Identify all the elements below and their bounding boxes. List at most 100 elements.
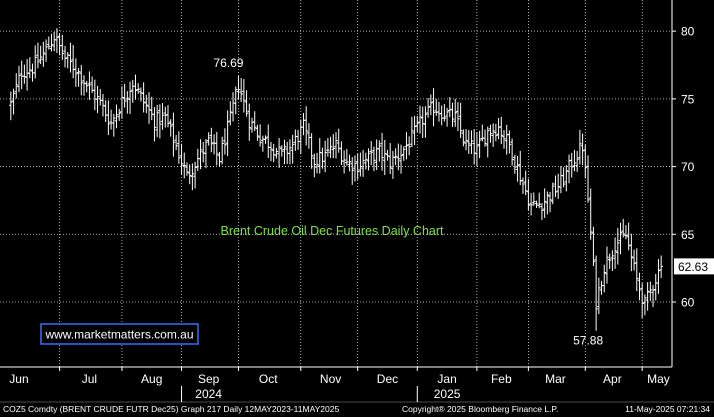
ohlc-bar-233: [640, 283, 644, 318]
ohlc-bar-81: [228, 101, 233, 126]
year-label-2024: 2024: [195, 387, 222, 401]
ohlc-bar-235: [645, 282, 650, 311]
x-tick-label-sep: Sep: [198, 372, 220, 386]
ohlc-bar-132: [366, 148, 371, 171]
ohlc-bar-42: [122, 83, 127, 108]
ohlc-bar-131: [364, 152, 368, 170]
ohlc-bar-215: [591, 226, 596, 267]
annotation-low: 57.88: [573, 334, 603, 348]
ohlc-bar-212: [583, 144, 588, 179]
ohlc-bar-169: [466, 130, 471, 154]
ohlc-bar-234: [643, 294, 647, 316]
ohlc-bar-44: [128, 81, 132, 115]
ohlc-bar-11: [38, 45, 43, 65]
x-tick-label-mar: Mar: [545, 372, 566, 386]
ohlc-bar-72: [204, 138, 208, 169]
watermark-box: [40, 323, 199, 345]
ohlc-bar-88: [247, 103, 252, 141]
ohlc-bar-103: [288, 139, 292, 165]
ohlc-bar-56: [160, 102, 165, 130]
ohlc-bar-99: [277, 138, 281, 168]
ohlc-bar-25: [76, 68, 81, 87]
ohlc-bar-116: [323, 140, 327, 173]
ohlc-bar-80: [225, 110, 230, 157]
ohlc-bar-163: [450, 102, 455, 128]
ohlc-bar-208: [572, 149, 577, 172]
footer-right: 11-May-2025 07:21:34: [625, 404, 710, 414]
ohlc-bar-239: [656, 259, 661, 294]
ohlc-bar-73: [206, 132, 211, 146]
ohlc-bar-14: [46, 36, 51, 50]
y-tick-label-65: 65: [681, 228, 695, 242]
ohlc-bar-177: [488, 124, 493, 143]
ohlc-bar-52: [149, 96, 154, 121]
x-tick-label-feb: Feb: [491, 372, 512, 386]
year-label-2025: 2025: [434, 387, 461, 401]
ohlc-bar-162: [448, 97, 452, 118]
ohlc-bar-92: [258, 124, 262, 147]
ohlc-bar-210: [578, 129, 582, 165]
ohlc-bar-196: [540, 202, 544, 221]
ohlc-bar-117: [326, 138, 330, 157]
ohlc-bar-64: [182, 152, 187, 179]
x-tick-label-jul: Jul: [82, 372, 97, 386]
ohlc-bar-168: [464, 129, 468, 151]
ohlc-bar-9: [33, 45, 38, 79]
watermark-text: www.marketmatters.com.au: [44, 328, 193, 342]
ohlc-bar-20: [63, 45, 67, 68]
ohlc-bar-187: [515, 155, 520, 182]
ohlc-bar-135: [374, 139, 379, 171]
ohlc-bar-227: [624, 225, 628, 240]
footer: COZ5 Comdty (BRENT CRUDE FUTR Dec25) Gra…: [3, 404, 710, 414]
ohlc-bar-231: [634, 248, 639, 292]
ohlc-bar-148: [410, 116, 414, 148]
ohlc-bar-150: [415, 115, 420, 132]
ohlc-bar-151: [418, 105, 422, 134]
ohlc-bar-190: [523, 170, 528, 196]
ohlc-bar-154: [426, 98, 430, 118]
ohlc-bar-0: [9, 91, 13, 121]
ohlc-bar-48: [139, 87, 143, 102]
ohlc-bar-22: [68, 42, 73, 73]
ohlc-bar-137: [380, 132, 384, 171]
ohlc-bar-207: [569, 153, 574, 178]
ohlc-bar-61: [174, 135, 178, 151]
ohlc-bar-79: [223, 128, 227, 155]
ohlc-bar-68: [193, 161, 197, 189]
x-tick-label-nov: Nov: [320, 372, 341, 386]
ohlc-bar-140: [388, 143, 392, 175]
ohlc-bar-32: [95, 85, 100, 114]
ohlc-bar-179: [494, 123, 498, 142]
ohlc-bar-124: [345, 149, 349, 166]
ohlc-bar-189: [521, 177, 525, 194]
ohlc-bar-191: [526, 178, 531, 211]
ohlc-bar-5: [22, 64, 27, 84]
ohlc-bar-7: [28, 57, 32, 79]
ohlc-bar-63: [179, 143, 184, 175]
ohlc-bar-65: [185, 162, 189, 176]
ohlc-bar-149: [412, 115, 417, 146]
ohlc-bar-60: [171, 112, 176, 157]
ohlc-bar-167: [461, 129, 466, 147]
ohlc-bar-21: [65, 52, 70, 69]
ohlc-bar-161: [445, 107, 449, 127]
ohlc-bar-130: [361, 149, 365, 177]
ohlc-bar-96: [269, 141, 273, 162]
ohlc-bar-28: [84, 80, 89, 93]
ohlc-bar-199: [548, 192, 552, 213]
ohlc-bar-128: [355, 153, 360, 180]
ohlc-bar-50: [144, 94, 149, 114]
footer-left: COZ5 Comdty (BRENT CRUDE FUTR Dec25) Gra…: [3, 404, 339, 414]
ohlc-bar-184: [507, 130, 512, 154]
x-tick-label-aug: Aug: [141, 372, 162, 386]
ohlc-bar-15: [49, 33, 54, 52]
ohlc-bar-29: [87, 71, 92, 100]
ohlc-bar-166: [458, 102, 463, 139]
ohlc-bar-78: [220, 136, 224, 165]
ohlc-bar-51: [147, 92, 151, 124]
ohlc-bar-172: [475, 132, 479, 167]
last-value-label: 62.63: [674, 258, 714, 275]
ohlc-bar-200: [550, 182, 555, 205]
ohlc-bar-39: [114, 104, 119, 129]
ohlc-bar-138: [382, 139, 387, 176]
